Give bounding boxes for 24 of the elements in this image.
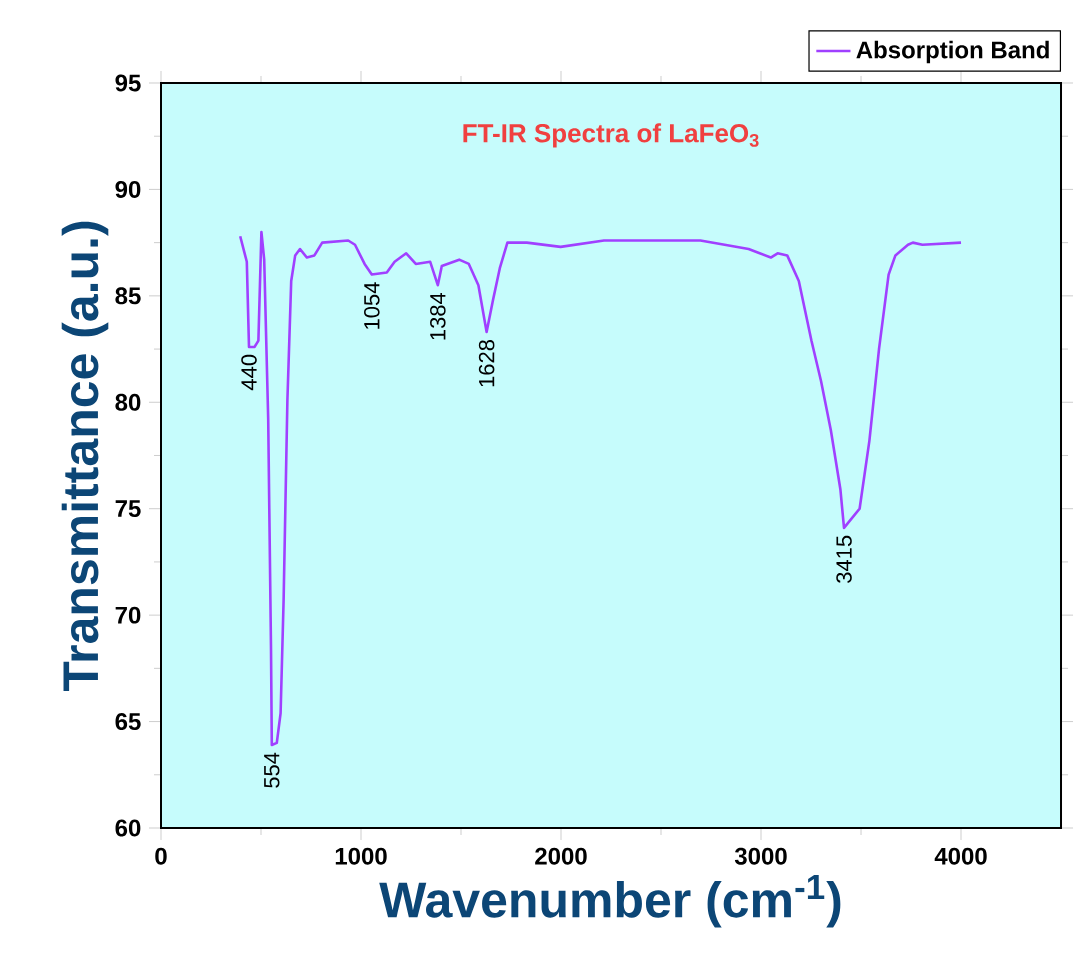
- y-tick-label: 70: [115, 606, 141, 624]
- y-tick-label: 90: [115, 180, 141, 198]
- y-tick-label: 60: [115, 819, 141, 837]
- annotation: 1054: [364, 282, 380, 329]
- x-tick-label: 3000: [734, 847, 787, 865]
- x-axis-title: Wavenumber (cm$^{-1}$): [379, 875, 841, 928]
- x-tick-label: 4000: [934, 847, 987, 865]
- legend-label: Absorption Band: [856, 40, 1049, 64]
- annotation: 554: [264, 752, 280, 788]
- y-tick-label: 85: [115, 287, 141, 305]
- annotation: 1628: [478, 340, 495, 387]
- y-tick-label: 65: [115, 713, 141, 731]
- y-axis-title: Transmittance (a.u.): [61, 221, 109, 692]
- y-tick-label: 75: [115, 500, 141, 518]
- y-tick-label: 95: [115, 74, 141, 92]
- x-tick-label: 2000: [535, 847, 587, 865]
- text: FT-IR Spectra of LaFeO$_{3}$: [463, 123, 759, 148]
- annotation: 1384: [430, 292, 446, 340]
- line-series: [238, 230, 963, 747]
- annotation: 440: [241, 354, 257, 391]
- x-tick-label: 0: [155, 847, 167, 865]
- annotation: 3415: [836, 535, 852, 583]
- y-tick-label: 80: [115, 393, 141, 411]
- x-tick-label: 1000: [335, 847, 387, 865]
